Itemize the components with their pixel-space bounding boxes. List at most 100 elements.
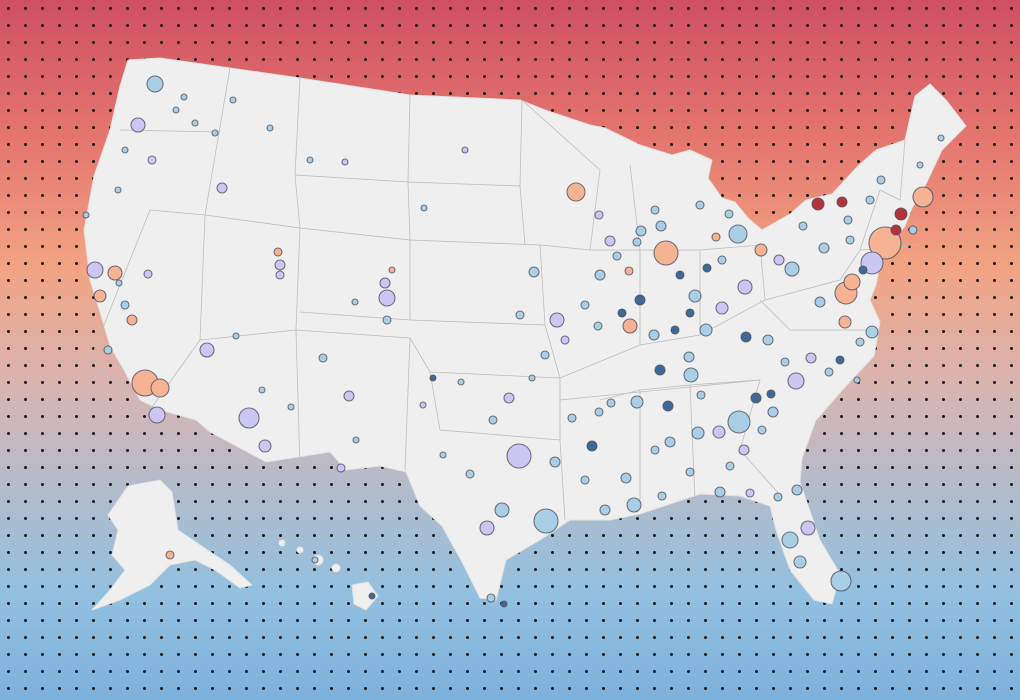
city-marker	[622, 318, 638, 334]
city-marker	[836, 196, 848, 208]
city-marker	[103, 345, 113, 355]
city-marker	[814, 296, 826, 308]
city-marker	[457, 378, 465, 386]
city-marker	[287, 403, 295, 411]
city-marker	[773, 254, 785, 266]
city-marker	[793, 555, 807, 569]
contiguous-us	[83, 57, 967, 605]
city-marker	[791, 484, 803, 496]
city-marker	[606, 398, 616, 408]
city-marker	[773, 492, 783, 502]
city-marker	[715, 301, 729, 315]
city-marker	[461, 146, 469, 154]
city-marker	[528, 266, 540, 278]
city-marker	[843, 215, 853, 225]
city-marker	[126, 314, 138, 326]
city-marker	[634, 294, 646, 306]
city-marker	[725, 461, 735, 471]
city-marker	[594, 407, 604, 417]
city-marker	[488, 415, 498, 425]
city-marker	[630, 395, 644, 409]
city-marker	[675, 270, 685, 280]
city-marker	[798, 221, 808, 231]
city-marker	[865, 325, 879, 339]
city-marker	[662, 400, 674, 412]
city-marker	[560, 335, 570, 345]
city-marker	[818, 242, 830, 254]
city-marker	[479, 520, 495, 536]
city-marker	[688, 289, 702, 303]
city-marker	[740, 331, 752, 343]
city-marker	[738, 444, 750, 456]
city-marker	[696, 390, 706, 400]
city-marker	[580, 475, 590, 485]
city-marker	[766, 389, 776, 399]
city-marker	[465, 469, 475, 479]
city-marker	[648, 329, 660, 341]
city-marker	[352, 436, 360, 444]
landmass	[83, 57, 967, 611]
city-marker	[699, 323, 713, 337]
city-marker	[612, 251, 622, 261]
city-marker	[868, 226, 902, 260]
city-marker	[567, 413, 577, 423]
city-marker	[635, 225, 647, 237]
city-marker	[714, 486, 726, 498]
city-marker	[211, 129, 219, 137]
city-marker	[341, 158, 349, 166]
city-marker	[586, 440, 598, 452]
city-marker	[916, 161, 924, 169]
city-marker	[229, 96, 237, 104]
city-marker	[580, 300, 590, 310]
city-marker	[515, 310, 525, 320]
city-marker	[274, 259, 286, 271]
city-marker	[685, 308, 695, 318]
city-marker	[379, 277, 391, 289]
city-marker	[653, 240, 679, 266]
city-marker	[147, 155, 157, 165]
city-marker	[311, 556, 319, 564]
city-marker	[835, 355, 845, 365]
city-marker	[624, 266, 634, 276]
city-marker	[843, 273, 861, 291]
city-marker	[855, 337, 865, 347]
city-marker	[82, 211, 90, 219]
city-marker	[824, 367, 834, 377]
city-marker	[805, 352, 817, 364]
city-marker	[845, 235, 855, 245]
city-marker	[93, 289, 107, 303]
city-marker	[865, 195, 875, 205]
city-marker	[655, 220, 667, 232]
city-marker	[528, 374, 536, 382]
city-marker	[439, 451, 447, 459]
city-marker	[894, 207, 908, 221]
city-marker	[754, 243, 768, 257]
city-marker	[620, 472, 632, 484]
city-marker	[830, 570, 852, 592]
city-marker	[632, 237, 642, 247]
city-marker	[937, 134, 945, 142]
city-marker	[717, 255, 727, 265]
city-markers	[82, 75, 945, 608]
city-marker	[683, 367, 699, 383]
city-marker	[657, 491, 667, 501]
city-marker	[107, 265, 123, 281]
city-marker	[566, 182, 586, 202]
city-marker	[382, 315, 392, 325]
city-marker	[494, 502, 510, 518]
city-marker	[858, 265, 868, 275]
city-marker	[273, 247, 283, 257]
city-marker	[811, 197, 825, 211]
city-marker	[388, 266, 396, 274]
city-marker	[419, 401, 427, 409]
city-marker	[351, 298, 359, 306]
city-marker	[626, 497, 642, 513]
city-marker	[654, 364, 666, 376]
city-marker	[165, 550, 175, 560]
city-marker	[853, 376, 861, 384]
city-marker	[506, 443, 532, 469]
city-marker	[378, 289, 396, 307]
city-marker	[712, 425, 726, 439]
city-marker	[838, 315, 852, 329]
